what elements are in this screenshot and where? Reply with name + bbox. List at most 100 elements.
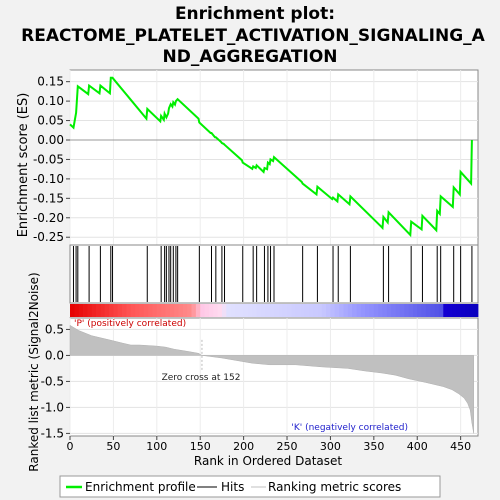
color-bar-segment (282, 304, 288, 317)
color-bar-segment (382, 304, 388, 317)
color-bar-segment (378, 304, 383, 317)
color-bar-segment (451, 304, 457, 317)
color-bar-segment (234, 304, 240, 317)
color-bar-segment (74, 304, 80, 317)
legend: Enrichment profile Hits Ranking metric s… (59, 475, 441, 498)
color-bar-segment (217, 304, 223, 317)
color-bar-segment (169, 304, 175, 317)
color-bar-segment (391, 304, 396, 317)
color-bar-segment (230, 304, 236, 317)
color-bar-segment (70, 304, 75, 317)
x-tick-label: 400 (407, 440, 428, 453)
color-bar-segment (204, 304, 210, 317)
color-bar-segment (117, 304, 123, 317)
es-tick-label: 0.15 (37, 75, 64, 89)
color-bar-segment (352, 304, 357, 317)
color-bar-segment (182, 304, 188, 317)
rank-color-bar (70, 304, 479, 317)
color-bar-segment (460, 304, 466, 317)
color-bar-segment (304, 304, 310, 317)
x-tick-label: 100 (146, 440, 167, 453)
color-bar-segment (143, 304, 149, 317)
color-bar-segment (165, 304, 171, 317)
color-bar-segment (330, 304, 336, 317)
color-bar-segment (135, 304, 140, 317)
metric-tick-label: -1.0 (41, 400, 64, 414)
color-bar-segment (122, 304, 127, 317)
color-bar-segment (404, 304, 409, 317)
chart-title-line-1: Enrichment plot: (175, 4, 335, 24)
color-bar-segment (191, 304, 197, 317)
metric-ylabel: Ranked list metric (Signal2Noise) (27, 272, 41, 471)
x-tick-label: 50 (106, 440, 120, 453)
color-bar-segment (308, 304, 314, 317)
color-bar-segment (200, 304, 205, 317)
color-bar-segment (317, 304, 323, 317)
color-bar-segment (278, 304, 284, 317)
x-tick-label: 300 (320, 440, 341, 453)
ranking-metric-area (69, 324, 474, 434)
color-bar-segment (187, 304, 192, 317)
color-bar-segment (291, 304, 297, 317)
x-tick-label: 450 (450, 440, 471, 453)
color-bar-segment (313, 304, 318, 317)
zero-cross-label: Zero cross at 152 (162, 373, 241, 383)
color-bar-segment (456, 304, 462, 317)
color-bar-segment (321, 304, 327, 317)
es-ylabel: Enrichment score (ES) (16, 93, 31, 238)
color-bar-segment (300, 304, 305, 317)
color-bar-segment (295, 304, 301, 317)
color-bar-segment (109, 304, 114, 317)
color-bar-segment (226, 304, 231, 317)
color-bar-segment (83, 304, 88, 317)
color-bar-segment (339, 304, 344, 317)
color-bar-segment (360, 304, 366, 317)
color-bar-segment (126, 304, 132, 317)
color-bar-segment (369, 304, 375, 317)
enrichment-profile-line (69, 76, 473, 238)
color-bar-segment (178, 304, 184, 317)
color-bar-segment (221, 304, 227, 317)
color-bar-segment (356, 304, 362, 317)
metric-tick-label: 0.5 (45, 322, 64, 336)
color-bar-segment (417, 304, 422, 317)
color-bar-segment (434, 304, 440, 317)
color-bar-segment (399, 304, 405, 317)
color-bar-segment (265, 304, 271, 317)
positive-correlated-label: 'P' (positively correlated) (74, 319, 186, 329)
color-bar-segment (287, 304, 292, 317)
metric-tick-label: -0.5 (41, 374, 64, 388)
color-bar-segment (213, 304, 218, 317)
color-bar-segment (174, 304, 179, 317)
color-bar-segment (334, 304, 340, 317)
es-tick-label: -0.15 (33, 191, 64, 205)
color-bar-segment (96, 304, 101, 317)
color-bar-segment (412, 304, 418, 317)
color-bar-segment (269, 304, 275, 317)
color-bar-segment (373, 304, 379, 317)
color-bar-segment (239, 304, 245, 317)
color-bar-segment (260, 304, 266, 317)
color-bar-segment (243, 304, 249, 317)
legend-enrichment-label: Enrichment profile (85, 480, 196, 494)
color-bar-segment (152, 304, 158, 317)
color-bar-segment (430, 304, 435, 317)
legend-metric-label: Ranking metric scores (268, 480, 401, 494)
color-bar-segment (274, 304, 279, 317)
color-bar-segment (156, 304, 162, 317)
color-bar-segment (469, 304, 475, 317)
color-bar-segment (347, 304, 353, 317)
x-axis-label: Rank in Ordered Dataset (194, 454, 342, 468)
color-bar-segment (78, 304, 84, 317)
color-bar-segment (87, 304, 93, 317)
color-bar-segment (395, 304, 401, 317)
color-bar-segment (447, 304, 453, 317)
color-bar-segment (113, 304, 119, 317)
color-bar-segment (100, 304, 106, 317)
color-bar-segment (247, 304, 253, 317)
chart-title-line-2: REACTOME_PLATELET_ACTIVATION_SIGNALING_A (21, 26, 486, 46)
color-bar-segment (326, 304, 331, 317)
chart-title-line-3: ND_AGGREGATION (163, 47, 338, 67)
es-tick-label: 0.00 (37, 133, 64, 147)
color-bar-segment (195, 304, 201, 317)
